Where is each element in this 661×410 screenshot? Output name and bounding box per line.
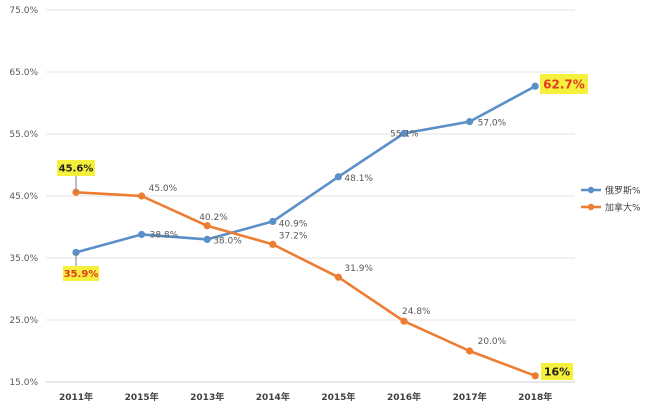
data-point bbox=[269, 240, 277, 248]
data-point bbox=[138, 230, 146, 239]
data-point bbox=[334, 273, 342, 281]
data-label: 31.9% bbox=[344, 264, 373, 274]
legend-label: 俄罗斯% bbox=[605, 185, 641, 197]
x-tick-label: 2015年 bbox=[321, 391, 355, 403]
x-tick-label: 2018年 bbox=[518, 391, 552, 403]
data-point bbox=[72, 248, 80, 257]
data-label: 20.0% bbox=[478, 337, 507, 347]
y-tick-label: 25.0% bbox=[9, 316, 38, 326]
y-tick-label: 45.0% bbox=[9, 192, 38, 202]
data-label: 24.8% bbox=[402, 307, 431, 317]
data-point bbox=[203, 235, 211, 243]
data-point bbox=[531, 82, 539, 90]
data-point bbox=[400, 317, 408, 325]
data-labels-layer: 38.8% 38.0% 40.9% 48.1% 55.1% 57.0% 45.0% 40.2%… bbox=[57, 74, 588, 380]
y-axis: 15.0% 25.0% 35.0% 45.0% 55.0% 65.0% 75.0% bbox=[9, 6, 38, 388]
series-line bbox=[75, 85, 536, 254]
legend-label: 加拿大% bbox=[605, 202, 641, 214]
legend-marker bbox=[587, 186, 595, 194]
legend-marker bbox=[587, 203, 595, 211]
callout-label: 62.7% bbox=[543, 77, 585, 91]
callout-label: 35.9% bbox=[64, 269, 99, 280]
callout-box bbox=[541, 363, 573, 380]
data-point bbox=[466, 347, 474, 355]
data-point bbox=[531, 372, 539, 380]
x-tick-label: 2014年 bbox=[256, 391, 290, 403]
data-label: 45.0% bbox=[149, 184, 178, 194]
data-label: 55.1% bbox=[390, 129, 419, 139]
callout-label: 16% bbox=[544, 365, 570, 378]
callout-box bbox=[63, 266, 99, 281]
y-tick-label: 15.0% bbox=[9, 378, 38, 388]
callout-box bbox=[57, 160, 95, 176]
series-layer bbox=[72, 82, 539, 380]
data-label: 57.0% bbox=[478, 119, 507, 129]
callout-label: 45.6% bbox=[59, 164, 94, 175]
data-label: 40.9% bbox=[279, 219, 308, 229]
x-tick-label: 2016年 bbox=[387, 391, 421, 403]
data-label: 38.8% bbox=[150, 230, 179, 240]
y-tick-label: 55.0% bbox=[9, 130, 38, 140]
data-point bbox=[138, 192, 146, 200]
data-point bbox=[400, 129, 408, 137]
data-label: 48.1% bbox=[344, 174, 373, 184]
y-tick-label: 35.0% bbox=[9, 254, 38, 264]
x-tick-label: 2015年 bbox=[125, 391, 159, 403]
data-point bbox=[334, 173, 342, 181]
x-tick-label: 2011年 bbox=[59, 391, 93, 403]
data-label: 38.0% bbox=[213, 236, 242, 246]
y-tick-label: 65.0% bbox=[9, 68, 38, 78]
x-tick-label: 2017年 bbox=[453, 391, 487, 403]
legend: 俄罗斯% 加拿大% bbox=[581, 185, 641, 214]
data-label: 37.2% bbox=[279, 231, 308, 241]
data-point bbox=[466, 118, 474, 126]
data-point bbox=[269, 217, 277, 226]
data-label: 40.2% bbox=[199, 213, 228, 223]
data-point bbox=[203, 222, 211, 230]
x-axis: 2011年 2015年 2013年 2014年 2015年 2016年 2017年 2018年 bbox=[46, 381, 575, 403]
series-line bbox=[75, 190, 536, 378]
y-tick-label: 75.0% bbox=[9, 6, 38, 16]
callout-box bbox=[540, 74, 588, 94]
x-tick-label: 2013年 bbox=[190, 391, 224, 403]
